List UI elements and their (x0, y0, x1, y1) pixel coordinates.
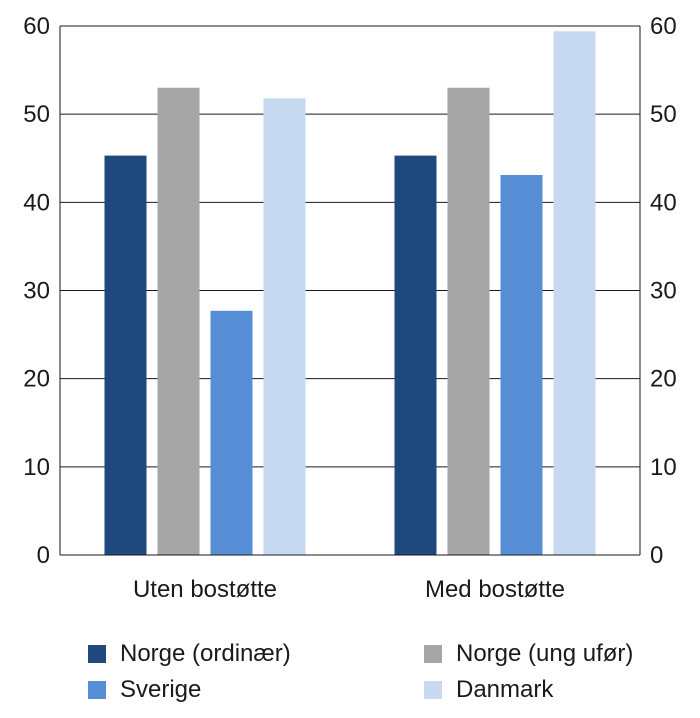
bar (104, 155, 147, 556)
legend-label: Sverige (120, 676, 202, 703)
bar-chart: 0 10 20 30 40 50 60 0 10 20 30 40 50 60 Uten bostøtt… (23, 13, 677, 600)
right-y-axis-ticks: 0 10 20 30 40 50 60 (650, 13, 677, 569)
legend-label: Danmark (456, 676, 554, 703)
legend-label: Norge (ung ufør) (456, 640, 634, 667)
left-y-axis-ticks: 0 10 20 30 40 50 60 (23, 13, 50, 569)
bar (553, 31, 596, 556)
y-tick-label-right: 50 (650, 101, 677, 128)
y-tick-label-right: 10 (650, 454, 677, 481)
legend-swatch (88, 645, 106, 663)
legend-swatch (424, 681, 442, 699)
y-tick-label-right: 40 (650, 189, 677, 216)
bar (394, 155, 437, 556)
legend-swatch (88, 681, 106, 699)
x-category-label: Med bostøtte (425, 576, 565, 600)
axes (59, 26, 641, 556)
legend-label: Norge (ordinær) (120, 640, 291, 667)
y-tick-label-left: 60 (23, 13, 50, 40)
y-tick-label-left: 0 (37, 542, 50, 569)
legend-item-danmark: Danmark (424, 676, 553, 704)
legend-item-norge-ordinaer: Norge (ordinær) (88, 640, 291, 668)
legend-swatch (424, 645, 442, 663)
y-tick-label-right: 30 (650, 278, 677, 305)
bar (447, 87, 490, 555)
y-tick-label-right: 20 (650, 366, 677, 393)
bars (104, 31, 596, 556)
legend: Norge (ordinær) Norge (ung ufør) Sverige… (0, 600, 700, 718)
y-tick-label-right: 0 (650, 542, 663, 569)
bar (500, 175, 543, 556)
y-tick-label-left: 50 (23, 101, 50, 128)
y-tick-label-left: 30 (23, 278, 50, 305)
y-tick-label-left: 10 (23, 454, 50, 481)
legend-item-sverige: Sverige (88, 676, 201, 704)
x-category-label: Uten bostøtte (133, 576, 277, 600)
y-tick-label-left: 40 (23, 189, 50, 216)
bar (263, 98, 306, 556)
legend-item-norge-ung-ufor: Norge (ung ufør) (424, 640, 633, 668)
bar (210, 310, 253, 555)
y-tick-label-right: 60 (650, 13, 677, 40)
x-axis-categories: Uten bostøtte Med bostøtte (133, 576, 565, 600)
bar (157, 87, 200, 555)
gridlines (60, 25, 640, 468)
y-tick-label-left: 20 (23, 366, 50, 393)
